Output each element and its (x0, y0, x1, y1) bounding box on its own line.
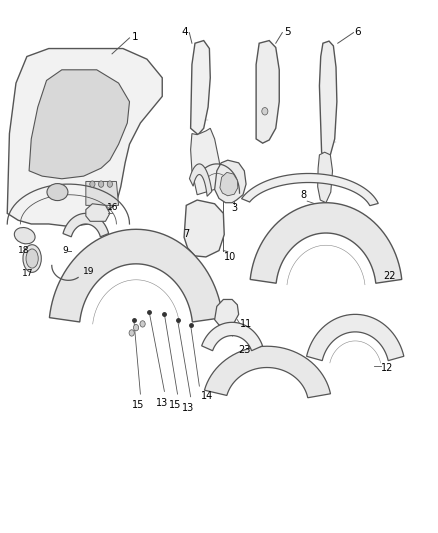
Polygon shape (318, 152, 332, 203)
Circle shape (107, 181, 113, 187)
Polygon shape (215, 300, 239, 326)
Circle shape (90, 181, 95, 187)
Polygon shape (201, 322, 262, 351)
Text: 3: 3 (231, 203, 237, 213)
Text: 13: 13 (182, 403, 194, 413)
Text: 4: 4 (181, 27, 187, 37)
Ellipse shape (23, 245, 41, 272)
Circle shape (140, 321, 145, 327)
Text: 6: 6 (354, 27, 361, 37)
Text: 23: 23 (239, 345, 251, 356)
Text: 22: 22 (383, 271, 396, 280)
Circle shape (129, 330, 134, 336)
Polygon shape (49, 229, 223, 322)
Circle shape (262, 108, 268, 115)
Polygon shape (319, 41, 337, 158)
Text: 16: 16 (107, 203, 118, 212)
Polygon shape (250, 203, 402, 283)
Ellipse shape (14, 228, 35, 244)
Polygon shape (220, 172, 238, 196)
Text: 17: 17 (22, 269, 34, 278)
Polygon shape (307, 314, 404, 361)
Text: 10: 10 (224, 252, 237, 262)
Text: 14: 14 (201, 391, 213, 401)
Circle shape (134, 325, 139, 331)
Text: 7: 7 (183, 229, 189, 239)
Polygon shape (241, 173, 378, 206)
Text: 9: 9 (63, 246, 68, 255)
Polygon shape (256, 41, 279, 143)
Polygon shape (63, 213, 109, 237)
Polygon shape (86, 204, 110, 221)
Text: 19: 19 (83, 268, 94, 276)
Polygon shape (191, 128, 223, 195)
Ellipse shape (26, 249, 38, 268)
Polygon shape (205, 346, 331, 398)
Polygon shape (184, 200, 224, 257)
Text: 1: 1 (132, 32, 138, 42)
Circle shape (99, 181, 104, 187)
Polygon shape (215, 160, 246, 203)
Polygon shape (7, 49, 162, 227)
Text: 11: 11 (240, 319, 252, 329)
Text: 5: 5 (284, 27, 290, 37)
Text: 12: 12 (381, 362, 394, 373)
Text: 8: 8 (300, 190, 306, 200)
Polygon shape (86, 181, 119, 205)
Text: 15: 15 (169, 400, 181, 410)
Text: 15: 15 (132, 400, 145, 410)
Text: 18: 18 (18, 246, 29, 255)
Polygon shape (191, 41, 210, 135)
Ellipse shape (47, 183, 68, 200)
Polygon shape (190, 164, 212, 196)
Text: 13: 13 (156, 398, 168, 408)
Polygon shape (29, 70, 130, 179)
